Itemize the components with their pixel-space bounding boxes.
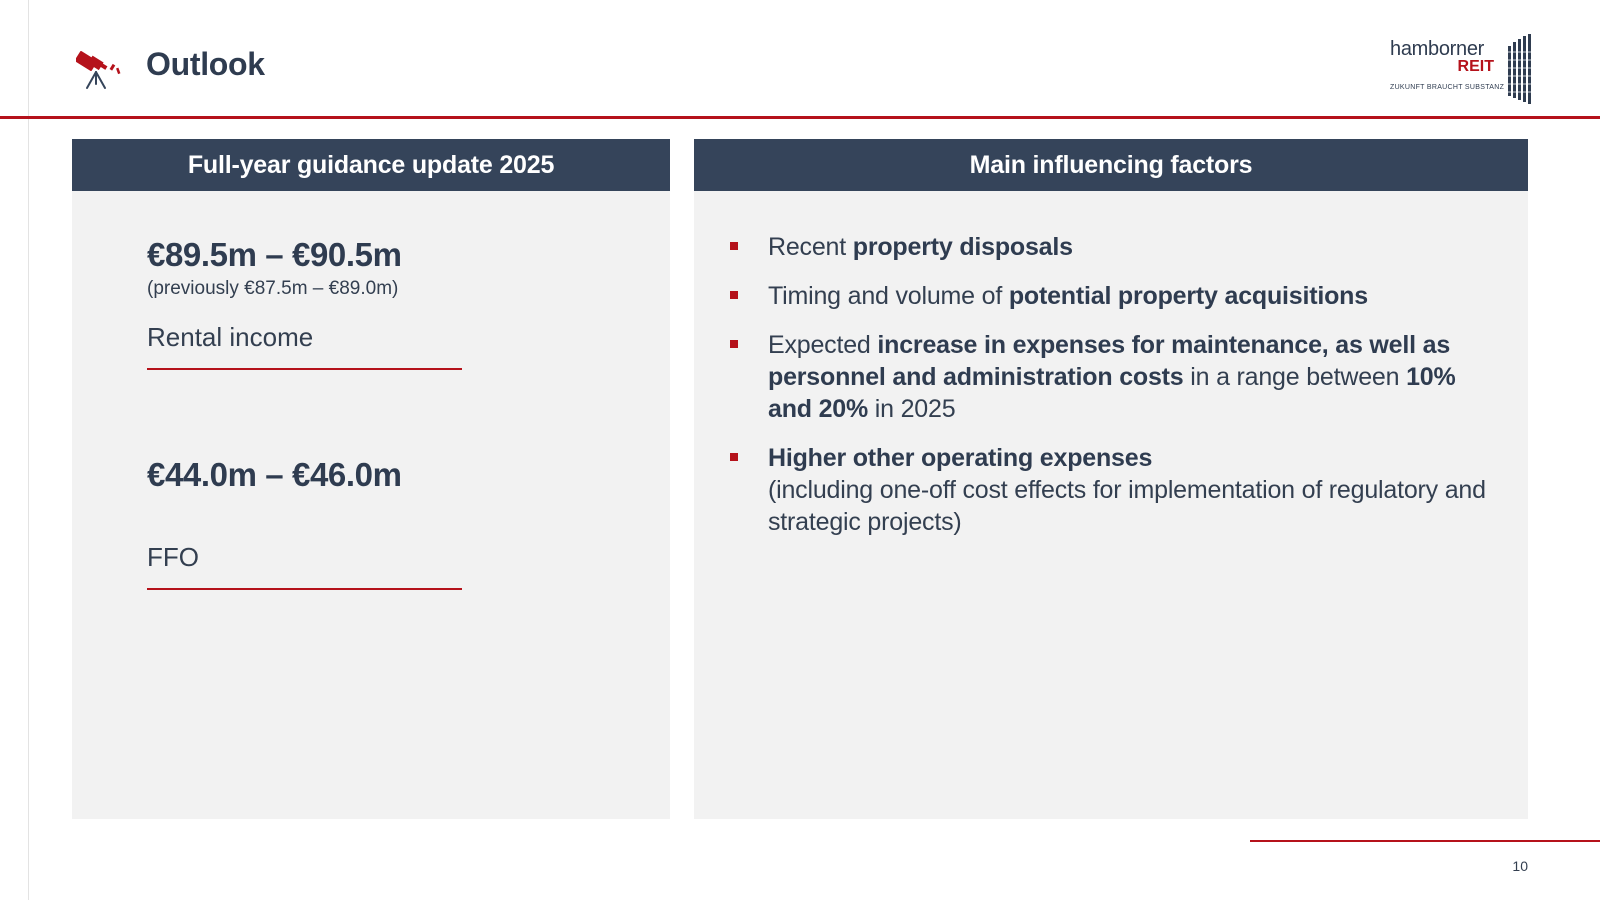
header-divider [0,116,1600,119]
left-margin-rule [28,0,29,900]
list-item: Timing and volume of potential property … [730,280,1490,312]
factor-emphasis: property disposals [852,233,1073,261]
logo-suffix: REIT [1457,58,1494,75]
guidance-panel: Full-year guidance update 2025 €89.5m – … [72,139,670,819]
factor-text: Recent [768,233,853,261]
list-item: Higher other operating expenses (includin… [730,442,1490,538]
list-item: Recent property disposals [730,231,1490,263]
bullet-square-icon [730,340,738,348]
factor-text: in a range between [1183,363,1407,391]
factors-panel: Main influencing factors Recent property… [694,139,1528,819]
page-number: 10 [1512,858,1528,874]
ffo-metric: €44.0m – €46.0m FFO [147,455,462,590]
telescope-icon [76,50,121,89]
factor-text: Timing and volume of [768,282,1009,310]
factor-emphasis: 10% and 20% [768,363,1456,423]
page-title: Outlook [146,46,265,82]
metric-previous-value: (previously €87.5m – €89.0m) [147,278,399,299]
metric-label: FFO [147,542,199,572]
bullet-square-icon [730,453,738,461]
list-item: Expected increase in expenses for mainte… [730,329,1490,425]
factors-panel-title: Main influencing factors [694,139,1528,191]
metric-previous-value [147,497,462,521]
factor-emphasis: Higher other operating expenses [768,444,1153,472]
rental-income-metric: €89.5m – €90.5m (previously €87.5m – €89… [147,235,462,370]
metric-underline [147,368,462,370]
bullet-square-icon [730,291,738,299]
factor-subtext: (including one-off cost effects for impl… [768,476,1486,536]
bullet-square-icon [730,242,738,250]
logo-name: hamborner [1390,38,1485,60]
metric-value: €89.5m – €90.5m [147,236,402,273]
metric-label: Rental income [147,322,314,352]
logo-tagline: ZUKUNFT BRAUCHT SUBSTANZ [1390,84,1505,91]
factor-text: in 2025 [868,395,956,423]
metric-value: €44.0m – €46.0m [147,456,402,493]
footer-divider [1250,840,1600,842]
factor-emphasis: potential property acquisitions [1008,282,1368,310]
factor-text: Expected [768,331,878,359]
metric-underline [147,588,462,590]
guidance-panel-title: Full-year guidance update 2025 [72,139,670,191]
building-logo-icon [1506,34,1532,104]
company-logo: hamborner REIT ZUKUNFT BRAUCHT SUBSTANZ [1390,34,1540,106]
factors-list: Recent property disposals Timing and vol… [730,231,1490,555]
factor-emphasis: increase in expenses for maintenance, as… [768,331,1451,391]
